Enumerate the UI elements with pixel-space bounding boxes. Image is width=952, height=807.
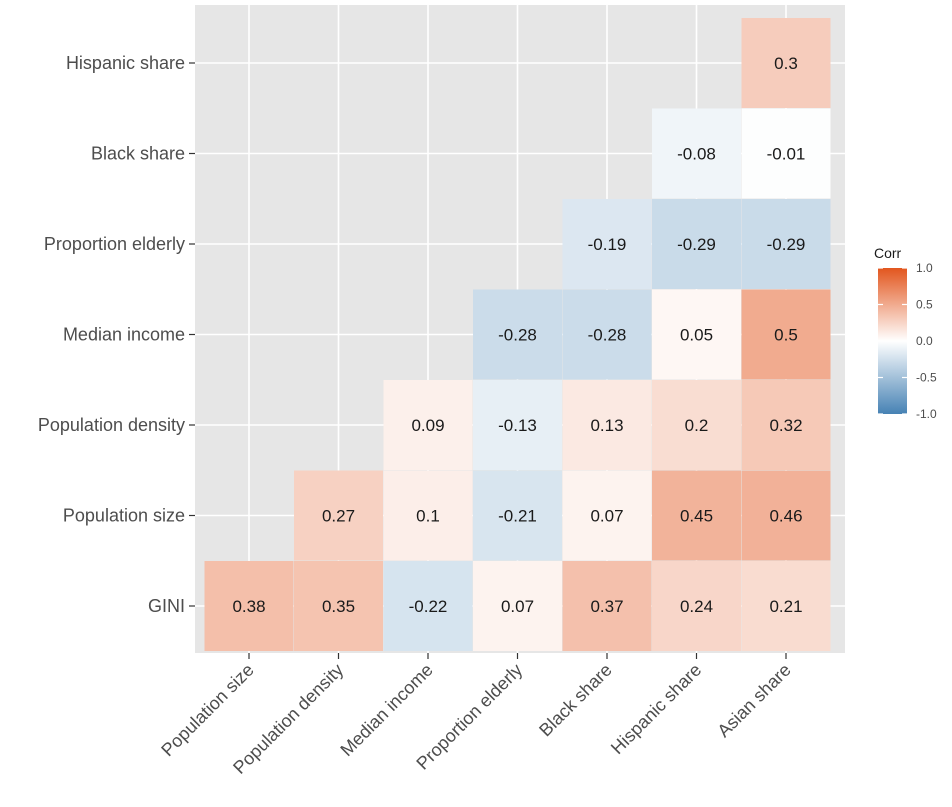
x-tick-label: Hispanic share	[607, 660, 705, 758]
y-tick-label: Hispanic share	[66, 53, 185, 73]
cell-value-label: -0.01	[767, 145, 806, 164]
cell-value-label: 0.2	[685, 416, 709, 435]
heatmap-cell	[652, 380, 741, 470]
heatmap-cell	[741, 289, 831, 380]
heatmap-cell	[473, 561, 562, 651]
heatmap-cell	[383, 561, 473, 651]
heatmap-cell	[562, 470, 652, 561]
cell-value-label: 0.5	[774, 326, 798, 345]
heatmap-cell	[562, 199, 652, 289]
cell-value-label: -0.08	[677, 145, 716, 164]
heatmap-cell	[652, 199, 741, 289]
heatmap-cell	[652, 108, 741, 199]
cell-value-label: 0.45	[680, 507, 713, 526]
cell-value-label: 0.21	[769, 597, 802, 616]
heatmap-cell	[652, 289, 741, 380]
heatmap-cell	[473, 289, 562, 380]
legend-tick-label: 0.0	[916, 334, 933, 348]
cell-value-labels: 0.38 0.35 -0.22 0.07 0.37 0.24 0.21 0.27 0.1 -0.2…	[232, 54, 805, 616]
y-tick-label: GINI	[148, 596, 185, 616]
heatmap-cell	[741, 380, 831, 470]
color-legend: Corr 1.0 0.5 0.0 -0.5 -1.0	[874, 245, 937, 421]
x-tick-label: Population size	[157, 660, 257, 760]
cell-value-label: 0.09	[411, 416, 444, 435]
cell-value-label: 0.24	[680, 597, 713, 616]
cell-value-label: 0.35	[322, 597, 355, 616]
cell-value-label: 0.37	[590, 597, 623, 616]
cell-value-label: -0.28	[498, 326, 537, 345]
y-tick-label: Population density	[38, 415, 185, 435]
cell-value-label: 0.13	[590, 416, 623, 435]
cell-value-label: -0.21	[498, 507, 537, 526]
y-tick-label: Population size	[63, 506, 185, 526]
cell-value-label: -0.29	[767, 235, 806, 254]
cell-value-label: 0.1	[416, 507, 440, 526]
legend-tick-label: -0.5	[916, 371, 937, 385]
cell-value-label: -0.13	[498, 416, 537, 435]
heatmap-cell	[383, 380, 473, 470]
heatmap-cell	[294, 561, 383, 651]
y-tick-label: Black share	[91, 144, 185, 164]
cell-value-label: 0.3	[774, 54, 798, 73]
heatmap-cell	[741, 199, 831, 289]
x-tick-label: Black share	[535, 660, 616, 741]
cell-value-label: 0.32	[769, 416, 802, 435]
cell-value-label: 0.46	[769, 507, 802, 526]
cell-value-label: -0.29	[677, 235, 716, 254]
heatmap-cell	[741, 108, 831, 199]
heatmap-cell	[562, 561, 652, 651]
heatmap-cell	[473, 470, 562, 561]
heatmap-cells	[204, 18, 831, 651]
cell-value-label: 0.38	[232, 597, 265, 616]
heatmap-cell	[204, 561, 294, 651]
cell-value-label: 0.27	[322, 507, 355, 526]
cell-value-label: 0.07	[501, 597, 534, 616]
cell-value-label: -0.22	[409, 597, 448, 616]
heatmap-cell	[383, 470, 473, 561]
cell-value-label: -0.19	[588, 235, 627, 254]
y-tick-label: Median income	[63, 325, 185, 345]
legend-tick-label: 1.0	[916, 261, 933, 275]
heatmap-cell	[741, 561, 831, 651]
x-tick-label: Median income	[336, 660, 436, 760]
heatmap-cell	[652, 561, 741, 651]
cell-value-label: -0.28	[588, 326, 627, 345]
heatmap-cell	[562, 380, 652, 470]
heatmap-cell	[294, 470, 383, 561]
heatmap-cell	[741, 18, 831, 108]
legend-tick-label: 0.5	[916, 298, 933, 312]
heatmap-cell	[473, 380, 562, 470]
legend-title: Corr	[874, 245, 902, 261]
y-tick-label: Proportion elderly	[44, 234, 185, 254]
cell-value-label: 0.07	[590, 507, 623, 526]
x-tick-label: Asian share	[713, 660, 794, 741]
heatmap-cell	[652, 470, 741, 561]
heatmap-cell	[562, 289, 652, 380]
cell-value-label: 0.05	[680, 326, 713, 345]
heatmap-cell	[741, 470, 831, 561]
y-axis: GINI Population size Population density Med…	[38, 53, 195, 616]
legend-tick-label: -1.0	[916, 407, 937, 421]
